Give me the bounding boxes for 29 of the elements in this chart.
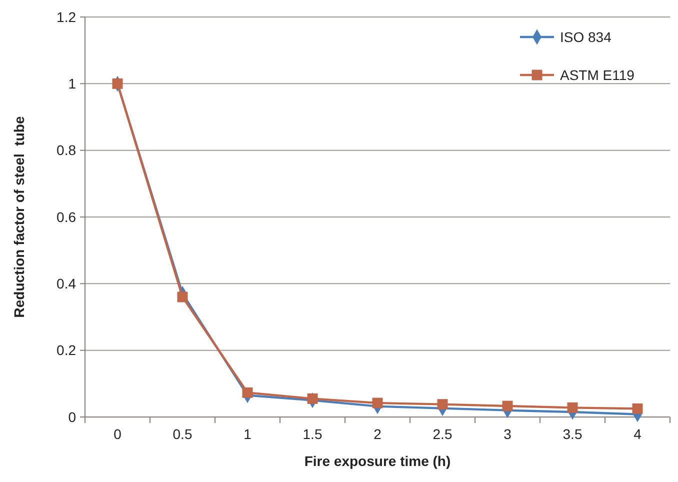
point [567,402,578,413]
point [177,292,188,302]
y-tick-label: 0.8 [56,142,76,158]
y-tick-label: 0.4 [56,276,76,292]
point [242,387,253,398]
legend-label: ISO 834 [560,28,612,45]
point [372,398,383,408]
x-tick-label: 2 [374,426,382,442]
point [502,400,513,412]
y-tick-label: 0.2 [56,342,76,358]
point [112,78,123,89]
x-tick-label: 3 [504,426,512,442]
x-tick-label: 1 [244,426,252,442]
x-tick-label: 0 [114,426,122,442]
point [307,393,318,404]
x-axis-title: Fire exposure time (h) [304,453,451,469]
y-axis-title: Reduction factor of steel tube [11,116,27,318]
x-tick-label: 4 [634,426,642,442]
x-tick-label: 0.5 [172,426,192,442]
y-tick-label: 1 [68,76,76,92]
x-tick-label: 3.5 [562,426,582,442]
point [437,399,448,410]
x-tick-label: 2.5 [432,426,452,442]
x-tick-label: 1.5 [302,426,322,442]
y-tick-label: 0 [68,408,76,425]
point [632,403,643,414]
y-tick-label: 1.2 [56,8,76,25]
legend-label: ASTM E119 [560,66,635,83]
y-tick-label: 0.6 [56,208,76,225]
